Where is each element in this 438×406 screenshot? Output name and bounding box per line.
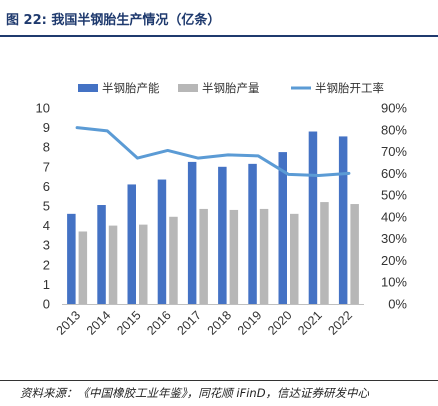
x-tick-label: 2021 — [295, 308, 325, 338]
x-tick-label: 2017 — [174, 308, 204, 338]
y-right-tick-label: 40% — [381, 209, 407, 224]
x-tick-label: 2022 — [325, 308, 355, 338]
x-tick-label: 2014 — [84, 308, 114, 338]
title-rule — [0, 35, 438, 37]
legend-label: 半钢胎产能 — [102, 81, 160, 95]
capacity-bar — [218, 166, 227, 304]
output-bar — [229, 209, 239, 304]
output-bar — [350, 204, 359, 304]
source-note: 资料来源：《中国橡胶工业年鉴》，同花顺 iFinD，信达证券研发中心 — [20, 386, 370, 400]
y-right-tick-label: 0% — [388, 297, 407, 312]
y-left-tick-label: 7 — [43, 159, 50, 174]
utilization-line — [75, 126, 351, 178]
y-left-tick-label: 5 — [43, 199, 50, 214]
x-tick-label: 2015 — [114, 308, 144, 338]
capacity-bar — [248, 163, 257, 304]
capacity-bar — [157, 179, 167, 304]
bars — [67, 131, 359, 304]
y-right-tick-label: 10% — [381, 275, 407, 290]
y-left-tick-label: 6 — [43, 179, 50, 194]
capacity-bar — [67, 213, 76, 304]
legend: 半钢胎产能 半钢胎产量 半钢胎开工率 — [78, 81, 384, 95]
y-right-tick-label: 80% — [381, 122, 407, 137]
output-bar — [108, 225, 118, 304]
chart: 半钢胎产能 半钢胎产量 半钢胎开工率 0 1 2 3 4 5 6 7 8 9 10 0% 10% 20% 30%… — [36, 81, 408, 338]
lines — [75, 126, 351, 178]
capacity-bar — [127, 184, 136, 304]
y-right-tick-label: 70% — [381, 144, 407, 159]
output-bar — [78, 231, 88, 304]
x-tick-label: 2016 — [144, 308, 174, 338]
y-right-tick-label: 50% — [381, 188, 407, 203]
output-bar — [199, 208, 208, 304]
legend-swatch — [78, 84, 98, 92]
y-left-tick-label: 10 — [36, 101, 50, 116]
output-bar — [259, 208, 269, 304]
capacity-bar — [278, 152, 287, 304]
x-tick-label: 2020 — [265, 308, 295, 338]
x-tick-label: 2019 — [235, 308, 265, 338]
y-left-tick-label: 3 — [43, 238, 50, 253]
source-rule — [0, 380, 438, 381]
capacity-bar — [187, 161, 197, 304]
figure-title: 图 22: 我国半钢胎生产情况（亿条） — [6, 13, 221, 28]
capacity-bar — [308, 131, 318, 304]
legend-swatch — [178, 84, 198, 92]
x-tick-label: 2018 — [205, 308, 235, 338]
capacity-bar — [338, 136, 348, 304]
x-tick-label: 2013 — [54, 308, 84, 338]
y-right-tick-label: 30% — [381, 231, 407, 246]
output-bar — [320, 202, 329, 304]
y-left-tick-label: 2 — [43, 257, 50, 272]
y-left-tick-label: 1 — [43, 277, 50, 292]
y-left-tick-label: 0 — [43, 297, 50, 312]
legend-label: 半钢胎开工率 — [315, 81, 384, 95]
y-right-tick-label: 60% — [381, 166, 407, 181]
output-bar — [169, 216, 178, 304]
y-left-tick-label: 9 — [43, 120, 50, 135]
capacity-bar — [97, 205, 106, 304]
legend-label: 半钢胎产量 — [202, 81, 260, 95]
output-bar — [139, 224, 148, 304]
output-bar — [290, 213, 299, 304]
y-right-tick-label: 20% — [381, 253, 407, 268]
y-left-tick-label: 4 — [43, 218, 50, 233]
y-right-tick-label: 90% — [381, 101, 407, 116]
y-left-tick-label: 8 — [43, 140, 50, 155]
